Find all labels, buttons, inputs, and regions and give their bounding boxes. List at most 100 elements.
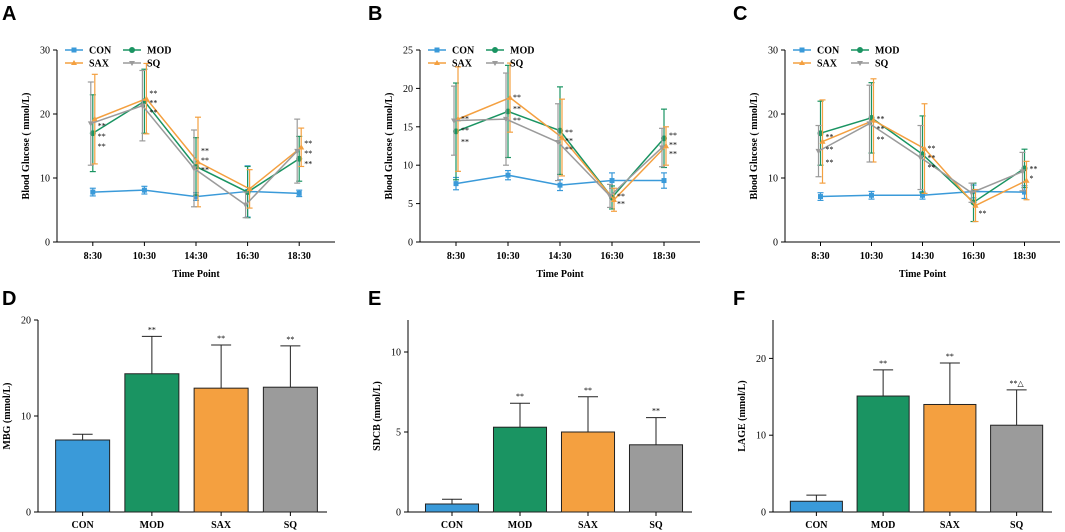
legend-label: SQ [147, 59, 161, 70]
bar-mod [492, 426, 548, 513]
significance-marker: ** [879, 359, 887, 368]
x-axis-title: Time Point [172, 269, 220, 280]
data-point [819, 138, 826, 144]
legend-marker [71, 47, 77, 53]
significance-marker: ** [149, 89, 157, 98]
panel-label-c: C [733, 3, 747, 25]
significance-marker: ** [826, 158, 834, 167]
significance-marker: ** [149, 98, 157, 107]
significance-marker: ** [98, 132, 106, 141]
data-point [141, 187, 147, 193]
data-point [555, 139, 561, 146]
panel-label-e: E [368, 288, 381, 310]
y-axis-title: MBG (mmol/L) [2, 383, 13, 450]
data-point [815, 148, 822, 155]
y-tick-label: 25 [403, 46, 413, 57]
y-axis-title: Blood Glucose ( mmol/L) [21, 93, 32, 200]
significance-marker: ** [669, 140, 677, 149]
data-point [607, 193, 613, 200]
data-point [87, 121, 94, 127]
data-point [503, 116, 509, 123]
data-point [91, 115, 98, 122]
y-tick-label: 20 [756, 354, 766, 365]
data-point [869, 192, 874, 198]
data-point [866, 121, 873, 127]
y-axis-title: LAGE (mmol/L) [737, 380, 748, 451]
legend-marker [799, 47, 805, 53]
significance-marker: ** [669, 131, 677, 140]
x-tick-label: MOD [508, 520, 532, 531]
bar-chart-d: 0 10 20 MBG (mmol/L) CON MOD ** SAX ** SQ ** [2, 316, 327, 531]
bar-mod [124, 373, 180, 513]
x-tick-label: SQ [284, 520, 298, 531]
significance-marker: ** [304, 159, 312, 168]
x-tick-label: 18:30 [652, 251, 675, 262]
bar-sq [990, 424, 1044, 513]
significance-marker: ** [928, 144, 936, 153]
x-axis-title: Time Point [899, 269, 947, 280]
x-tick-label: MOD [140, 520, 164, 531]
legend-marker [71, 60, 77, 65]
significance-marker: ** [201, 156, 209, 165]
significance-marker: ** [979, 209, 987, 218]
x-tick-label: SQ [649, 520, 663, 531]
legend-label: CON [452, 46, 475, 57]
y-tick-label: 0 [773, 238, 778, 249]
data-point [451, 118, 457, 124]
line-chart-b: 0 5 10 15 20 25 8:30 10:30 14:30 16:30 18:30 Time P… [384, 46, 700, 280]
bar-sq [262, 386, 318, 513]
x-tick-label: 8:30 [447, 251, 465, 262]
x-tick-label: 10:30 [496, 251, 519, 262]
y-axis-title: Blood Glucose ( mmol/L) [749, 93, 760, 200]
data-point [609, 178, 615, 184]
y-tick-label: 0 [396, 508, 401, 519]
significance-marker: ** [304, 139, 312, 148]
significance-marker: ** [201, 166, 209, 175]
legend-label: SAX [817, 59, 838, 70]
significance-marker: ** [98, 122, 106, 131]
x-tick-label: CON [72, 520, 95, 531]
significance-marker: ** [461, 126, 469, 135]
significance-marker: ** [1030, 164, 1038, 173]
x-tick-label: 10:30 [133, 251, 156, 262]
significance-marker: ** [513, 116, 521, 125]
significance-marker: ** [565, 128, 573, 137]
y-tick-label: 20 [768, 110, 778, 121]
data-point [143, 95, 150, 101]
legend-marker [492, 61, 498, 66]
x-tick-label: SQ [1010, 520, 1024, 531]
significance-marker: ** [617, 200, 625, 209]
legend-label: CON [817, 46, 840, 57]
y-tick-label: 20 [21, 316, 31, 327]
data-point [917, 155, 924, 161]
significance-marker: ** [946, 352, 954, 361]
x-tick-label: 16:30 [962, 251, 985, 262]
bar-chart-f: 0 10 20 LAGE (mmol/L) CON MOD ** SAX ** SQ **△ [737, 320, 1052, 531]
bar-con [55, 439, 111, 513]
legend-marker [857, 47, 863, 53]
y-tick-label: 20 [403, 84, 413, 95]
significance-marker: ** [826, 145, 834, 154]
data-point [298, 144, 305, 150]
significance-marker: ** [148, 325, 156, 334]
significance-marker: ** [928, 154, 936, 163]
x-tick-label: 16:30 [236, 251, 259, 262]
data-point [294, 148, 301, 155]
panel-label-f: F [733, 288, 745, 310]
y-tick-label: 0 [45, 238, 50, 249]
x-tick-label: 16:30 [600, 251, 623, 262]
data-point [870, 117, 877, 123]
data-point [818, 194, 823, 200]
data-point [659, 145, 665, 151]
legend-marker [434, 47, 440, 53]
x-tick-label: 10:30 [860, 251, 883, 262]
data-point [193, 194, 199, 200]
x-tick-label: SAX [211, 520, 232, 531]
y-tick-label: 5 [408, 199, 413, 210]
legend-label: SAX [452, 59, 473, 70]
y-tick-label: 10 [403, 161, 413, 172]
significance-marker: ** [826, 132, 834, 141]
y-tick-label: 0 [26, 508, 31, 519]
data-point [90, 189, 96, 195]
